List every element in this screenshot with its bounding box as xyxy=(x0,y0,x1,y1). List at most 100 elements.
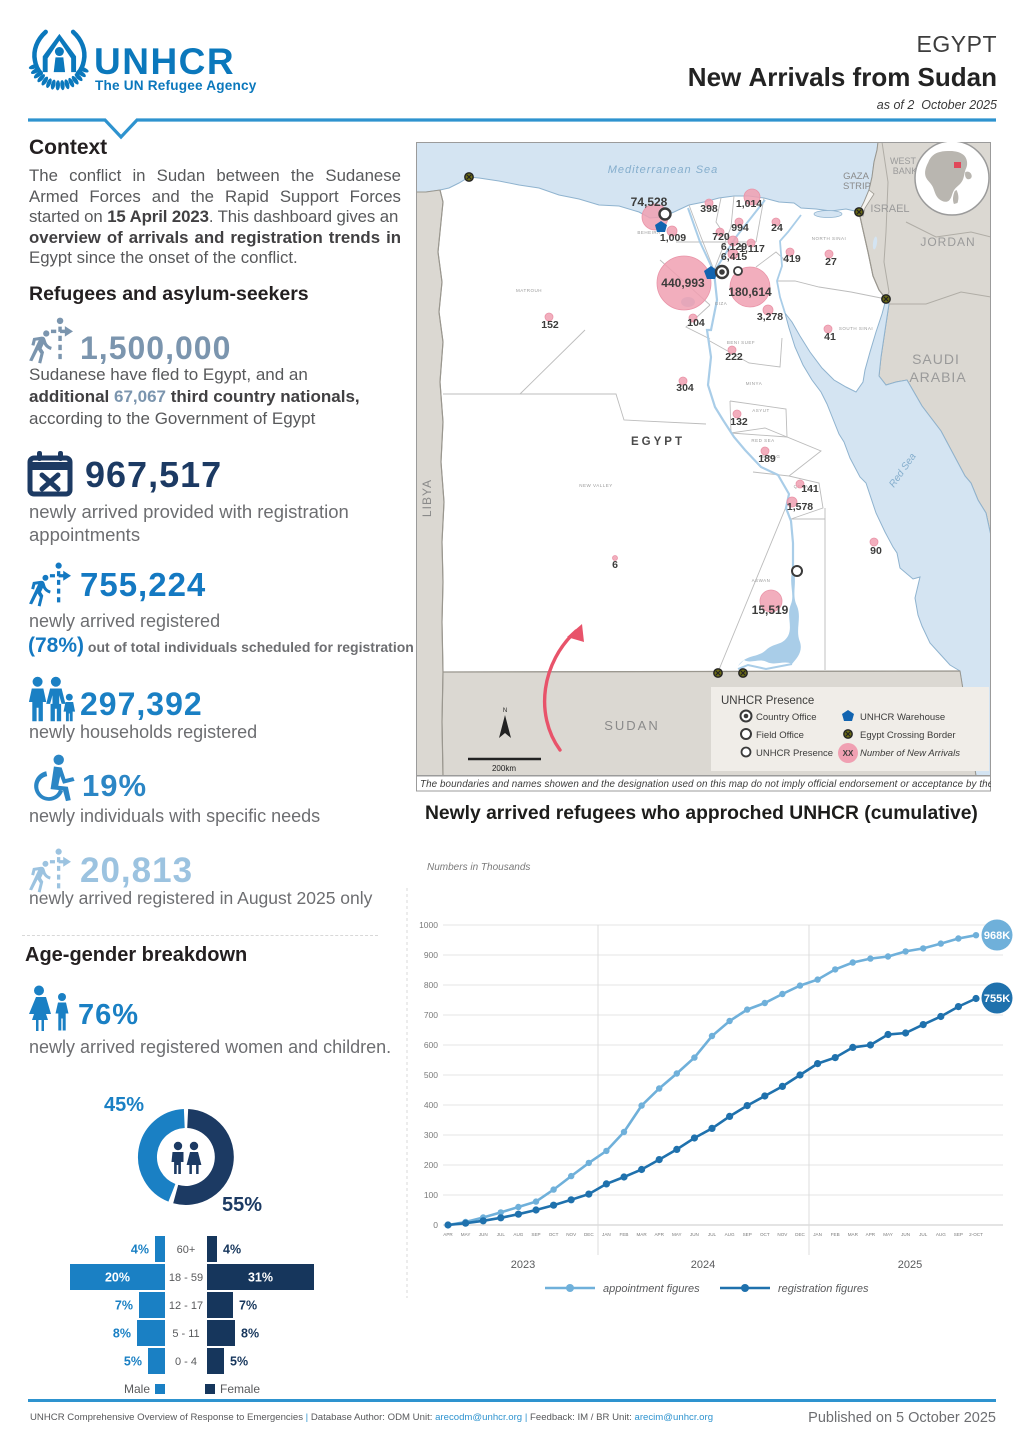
svg-text:200km: 200km xyxy=(492,764,516,773)
svg-text:500: 500 xyxy=(424,1070,438,1080)
svg-text:SAUDI: SAUDI xyxy=(912,351,960,367)
svg-text:NEW VALLEY: NEW VALLEY xyxy=(579,483,612,488)
svg-text:18 - 59: 18 - 59 xyxy=(169,1272,203,1284)
svg-text:JORDAN: JORDAN xyxy=(920,235,975,249)
svg-text:440,993: 440,993 xyxy=(661,276,705,290)
svg-text:Field Office: Field Office xyxy=(756,730,804,741)
svg-text:appointment figures: appointment figures xyxy=(603,1283,700,1295)
svg-text:90: 90 xyxy=(870,545,882,557)
svg-text:ASYUT: ASYUT xyxy=(752,408,770,413)
svg-text:MAY: MAY xyxy=(883,1232,893,1237)
svg-text:2023: 2023 xyxy=(511,1259,535,1271)
svg-text:0: 0 xyxy=(433,1220,438,1230)
svg-text:JUL: JUL xyxy=(919,1232,928,1237)
svg-text:7%: 7% xyxy=(239,1299,257,1313)
svg-text:UNHCR: UNHCR xyxy=(94,41,235,82)
svg-text:BANK: BANK xyxy=(893,166,918,176)
svg-text:SOHAG: SOHAG xyxy=(762,454,781,459)
svg-text:GIZA: GIZA xyxy=(715,301,728,306)
svg-text:FEB: FEB xyxy=(831,1232,840,1237)
svg-text:4%: 4% xyxy=(223,1243,241,1257)
svg-text:180,614: 180,614 xyxy=(728,285,772,299)
svg-text:DEC: DEC xyxy=(584,1232,594,1237)
svg-text:720: 720 xyxy=(712,231,730,243)
svg-text:5%: 5% xyxy=(230,1355,248,1369)
svg-text:JUN: JUN xyxy=(901,1232,910,1237)
svg-text:20%: 20% xyxy=(105,1271,130,1285)
svg-text:MATROUH: MATROUH xyxy=(516,288,542,293)
svg-text:1,578: 1,578 xyxy=(787,501,813,513)
svg-text:STRIP: STRIP xyxy=(843,181,871,192)
svg-text:The UN Refugee Agency: The UN Refugee Agency xyxy=(95,78,257,93)
svg-text:400: 400 xyxy=(424,1100,438,1110)
svg-text:Female: Female xyxy=(220,1382,260,1396)
svg-text:EGYPT: EGYPT xyxy=(631,436,685,448)
svg-text:994: 994 xyxy=(731,222,749,234)
svg-text:222: 222 xyxy=(725,351,743,363)
svg-text:15,519: 15,519 xyxy=(752,603,789,617)
svg-text:JUN: JUN xyxy=(479,1232,488,1237)
svg-text:ISRAEL: ISRAEL xyxy=(870,203,909,215)
svg-text:Country Office: Country Office xyxy=(756,712,817,723)
svg-text:100: 100 xyxy=(424,1190,438,1200)
svg-text:1,117: 1,117 xyxy=(739,243,765,255)
svg-text:398: 398 xyxy=(700,203,718,215)
svg-text:419: 419 xyxy=(783,253,801,265)
svg-text:304: 304 xyxy=(676,382,694,394)
svg-text:Number of New Arrivals: Number of New Arrivals xyxy=(860,748,960,759)
svg-text:700: 700 xyxy=(424,1010,438,1020)
svg-text:189: 189 xyxy=(758,453,776,465)
svg-text:7%: 7% xyxy=(115,1299,133,1313)
svg-text:152: 152 xyxy=(541,319,559,331)
svg-text:1,014: 1,014 xyxy=(736,198,762,210)
svg-text:APR: APR xyxy=(866,1232,876,1237)
svg-text:SOUTH SINAI: SOUTH SINAI xyxy=(839,326,873,331)
svg-text:LIBYA: LIBYA xyxy=(420,479,434,517)
svg-text:8%: 8% xyxy=(113,1327,131,1341)
svg-text:MAR: MAR xyxy=(636,1232,647,1237)
svg-text:755K: 755K xyxy=(984,993,1010,1005)
svg-text:1000: 1000 xyxy=(419,920,438,930)
svg-text:41: 41 xyxy=(824,331,836,343)
svg-text:Egypt Crossing Border: Egypt Crossing Border xyxy=(860,730,956,741)
svg-text:DEC: DEC xyxy=(795,1232,805,1237)
svg-text:N: N xyxy=(503,708,507,714)
svg-text:registration figures: registration figures xyxy=(778,1283,869,1295)
svg-text:SEP: SEP xyxy=(743,1232,752,1237)
svg-text:JAN: JAN xyxy=(813,1232,822,1237)
svg-text:MINYA: MINYA xyxy=(746,381,762,386)
svg-text:1,009: 1,009 xyxy=(660,232,686,244)
svg-text:74,528: 74,528 xyxy=(631,195,668,209)
svg-text:UNHCR Warehouse: UNHCR Warehouse xyxy=(860,712,945,723)
svg-text:968K: 968K xyxy=(984,930,1010,942)
svg-text:JUL: JUL xyxy=(497,1232,506,1237)
svg-text:31%: 31% xyxy=(248,1271,273,1285)
svg-text:200: 200 xyxy=(424,1160,438,1170)
svg-text:0 - 4: 0 - 4 xyxy=(175,1356,197,1368)
svg-text:141: 141 xyxy=(801,483,819,495)
svg-text:300: 300 xyxy=(424,1130,438,1140)
svg-text:SEP: SEP xyxy=(954,1232,963,1237)
svg-text:AUG: AUG xyxy=(513,1232,523,1237)
svg-text:SEP: SEP xyxy=(531,1232,540,1237)
svg-text:OCT: OCT xyxy=(760,1232,770,1237)
svg-text:12 - 17: 12 - 17 xyxy=(169,1300,203,1312)
svg-text:NORTH SINAI: NORTH SINAI xyxy=(812,236,846,241)
svg-text:Male: Male xyxy=(124,1382,150,1396)
svg-text:2-OCT: 2-OCT xyxy=(969,1232,983,1237)
svg-text:UNHCR Presence: UNHCR Presence xyxy=(756,748,833,759)
svg-text:NOV: NOV xyxy=(777,1232,788,1237)
svg-text:BENI SUEF: BENI SUEF xyxy=(727,340,755,345)
svg-text:800: 800 xyxy=(424,980,438,990)
svg-text:FEB: FEB xyxy=(620,1232,629,1237)
svg-text:6,129: 6,129 xyxy=(721,241,747,253)
svg-text:MAY: MAY xyxy=(672,1232,682,1237)
svg-text:GAZA: GAZA xyxy=(843,171,870,182)
svg-text:JAN: JAN xyxy=(602,1232,611,1237)
svg-text:5 - 11: 5 - 11 xyxy=(172,1328,199,1340)
svg-text:ARABIA: ARABIA xyxy=(909,369,966,385)
svg-text:8%: 8% xyxy=(241,1327,259,1341)
svg-text:NOV: NOV xyxy=(566,1232,577,1237)
svg-text:60+: 60+ xyxy=(177,1244,196,1256)
svg-text:The boundaries and names showe: The boundaries and names showen and the … xyxy=(420,779,991,790)
